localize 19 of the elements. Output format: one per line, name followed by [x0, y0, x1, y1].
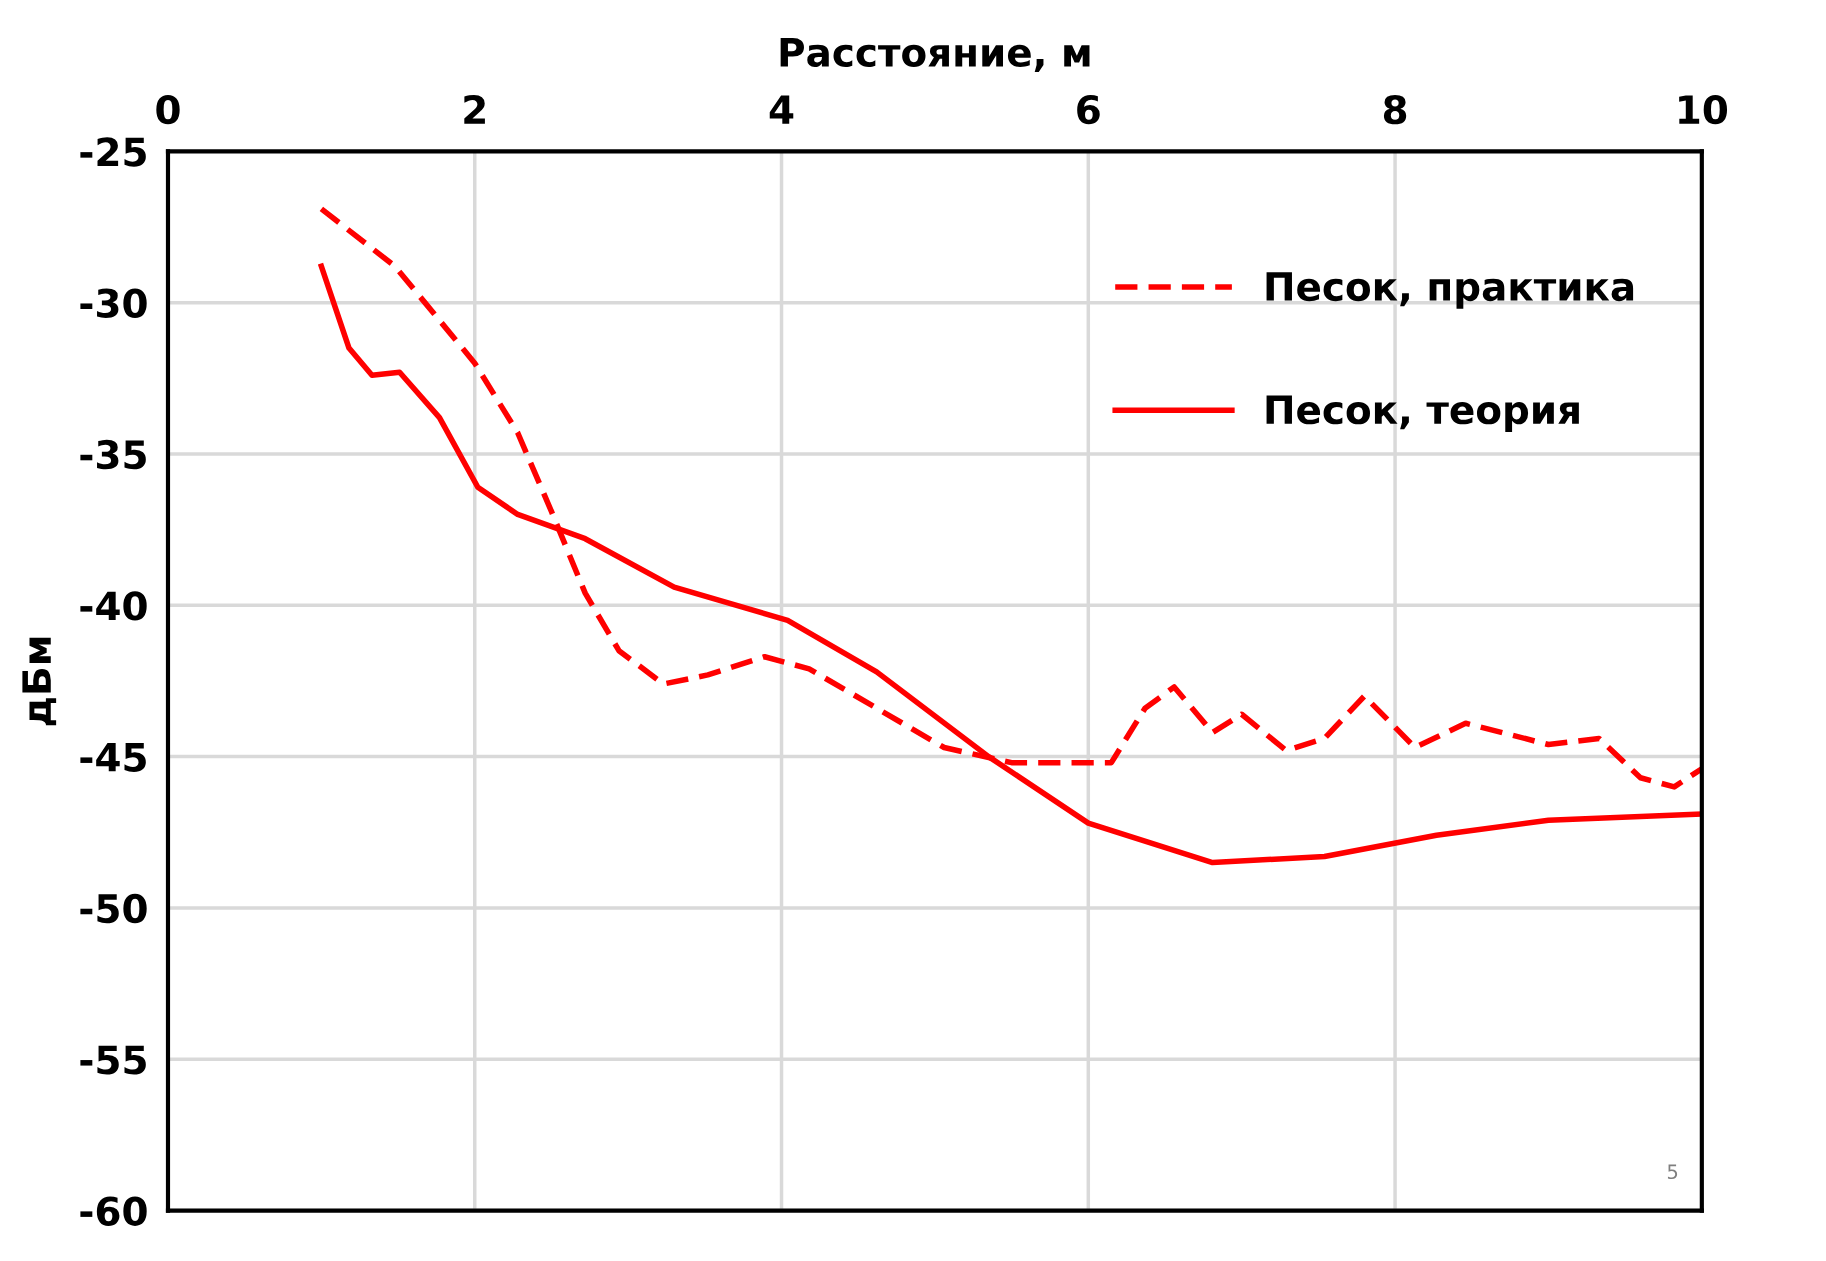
y-tick-label: -30 — [80, 288, 147, 318]
annotation: 5 — [1667, 1164, 1678, 1180]
y-axis-title: дБм — [22, 637, 57, 726]
y-tick-label: -40 — [80, 591, 147, 621]
x-axis-title: Расстояние, м — [780, 38, 1090, 72]
legend-label: Песок, практика — [1266, 272, 1634, 309]
y-tick-label: -45 — [80, 743, 146, 772]
x-tick-label: 10 — [1679, 94, 1728, 125]
x-tick-label: 8 — [1383, 94, 1407, 125]
y-tick-label: -55 — [80, 1045, 146, 1075]
y-tick-label: -35 — [80, 439, 146, 470]
x-tick-label: 2 — [464, 94, 485, 124]
x-tick-label: 4 — [769, 95, 794, 124]
y-tick-label: -60 — [80, 1196, 147, 1226]
y-tick-label: -25 — [80, 137, 146, 167]
legend-label: Песок, теория — [1266, 395, 1579, 432]
y-tick-label: -50 — [80, 893, 147, 924]
x-tick-label: 6 — [1077, 94, 1100, 125]
x-tick-label: 0 — [156, 94, 180, 125]
